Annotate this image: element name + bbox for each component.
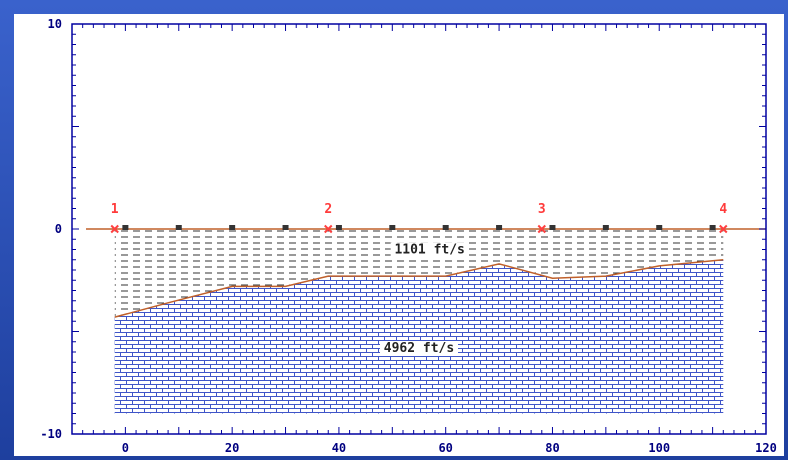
x-tick-label: 0 bbox=[122, 441, 129, 455]
layers bbox=[114, 229, 724, 414]
shot-label: 2 bbox=[324, 202, 332, 217]
x-tick-label: 120 bbox=[755, 441, 777, 455]
geophone-marker bbox=[709, 225, 716, 230]
survey-marks bbox=[110, 224, 728, 234]
y-tick-label: 10 bbox=[48, 17, 62, 31]
refractor-line bbox=[114, 259, 724, 318]
shot-label: 1 bbox=[111, 202, 119, 217]
surface-line bbox=[86, 228, 766, 318]
layer-1-fill bbox=[114, 229, 724, 318]
geophone-marker bbox=[549, 225, 556, 230]
geophone-marker bbox=[442, 225, 449, 230]
geophone-marker bbox=[602, 225, 609, 230]
labels: 1 2 3 4 1101 ft/s 4962 ft/s bbox=[111, 202, 727, 356]
x-tick-label: 60 bbox=[438, 441, 452, 455]
y-tick-label: -10 bbox=[40, 427, 62, 441]
geophone-marker bbox=[229, 225, 236, 230]
x-tick-label: 100 bbox=[648, 441, 670, 455]
x-tick-label: 40 bbox=[332, 441, 346, 455]
geophone-marker bbox=[389, 225, 396, 230]
shot-marker bbox=[110, 224, 119, 234]
layer-2-fill bbox=[114, 259, 724, 414]
geophone-marker bbox=[122, 225, 129, 230]
axes: 0 20 40 60 80 100 120 -10 0 10 bbox=[40, 17, 777, 455]
geophone-marker bbox=[282, 225, 289, 230]
layer-label-backdrop bbox=[380, 341, 458, 356]
x-tick-label: 80 bbox=[545, 441, 559, 455]
y-tick-label: 0 bbox=[55, 222, 62, 236]
x-tick-label: 20 bbox=[225, 441, 239, 455]
shot-label: 3 bbox=[538, 202, 546, 217]
geophone-marker bbox=[335, 225, 342, 230]
shot-marker bbox=[537, 224, 546, 234]
shot-marker bbox=[324, 224, 333, 234]
layer-label-backdrop bbox=[390, 242, 469, 258]
layer-velocity-label: 4962 ft/s bbox=[384, 341, 454, 356]
geophone-marker bbox=[175, 225, 182, 230]
geophone-marker bbox=[496, 225, 503, 230]
shot-label: 4 bbox=[719, 202, 727, 217]
shot-marker bbox=[719, 224, 728, 234]
geophone-marker bbox=[656, 225, 663, 230]
layer-velocity-label: 1101 ft/s bbox=[394, 243, 464, 258]
